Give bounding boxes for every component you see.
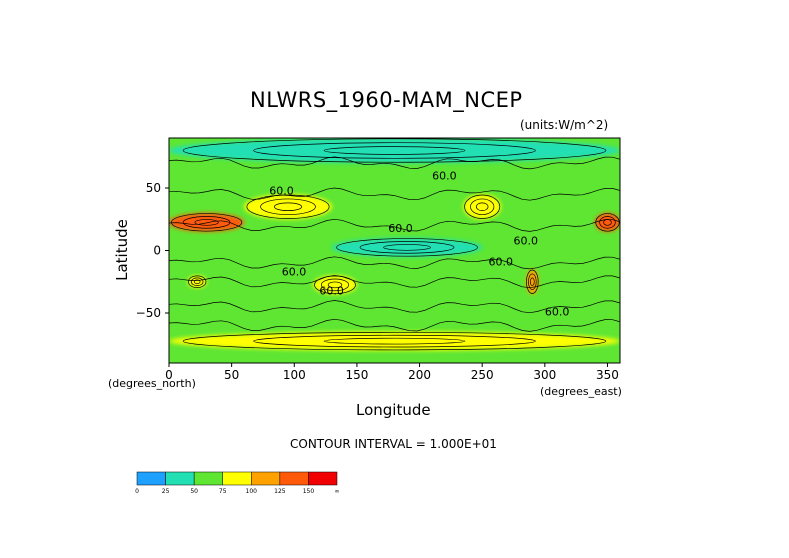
- x-tick-label: 150: [345, 368, 368, 382]
- colorbar-swatch: [165, 471, 195, 486]
- x-tick-label: 100: [283, 368, 306, 382]
- contour-line: [170, 213, 243, 232]
- contour-line: [383, 244, 431, 251]
- contour-line: [193, 279, 201, 285]
- contour-line: [169, 318, 620, 332]
- contour-line: [327, 281, 343, 289]
- contour-labels: 60.060.060.060.060.060.060.060.0: [269, 169, 569, 318]
- y-tick-label: −50: [136, 306, 161, 320]
- contour-line: [260, 198, 316, 215]
- contour-line: [169, 256, 620, 270]
- contour-label: 60.0: [545, 306, 570, 319]
- feature-region: [594, 213, 620, 232]
- colorbar: 0 25 50 75 100 125 150 ∞: [135, 471, 340, 495]
- contour-line: [188, 275, 207, 288]
- contour-line: [194, 219, 219, 226]
- contour-line: [526, 269, 539, 294]
- contour-label: 60.0: [432, 169, 457, 182]
- feature-region: [526, 269, 539, 295]
- contour-line: [464, 194, 501, 219]
- contour-label: 60.0: [388, 222, 413, 235]
- feature-region: [313, 275, 357, 295]
- x-tick-label: 300: [533, 368, 556, 382]
- contour-line: [246, 194, 330, 219]
- colorbar-swatch: [251, 471, 281, 486]
- contour-line: [323, 337, 466, 345]
- axes-layer: 0 50 100 150 200 250 300 350 −50 0 50: [136, 181, 619, 382]
- features-layer: [169, 138, 620, 351]
- contour-line: [182, 138, 607, 163]
- contour-line: [599, 216, 616, 229]
- feature-region: [187, 275, 207, 288]
- colorbar-label: 0: [135, 488, 139, 495]
- colorbar-swatch: [136, 471, 166, 486]
- x-tick-label: 200: [408, 368, 431, 382]
- contour-line: [253, 334, 536, 348]
- colorbar-label: 50: [190, 488, 198, 495]
- contour-line: [336, 238, 478, 257]
- colorbar-label: ∞: [335, 488, 340, 495]
- colorbar-label: 150: [303, 488, 315, 495]
- contour-lines: [169, 138, 620, 351]
- x-tick-label: 50: [224, 368, 239, 382]
- y-tick-label: 50: [146, 181, 161, 195]
- contour-interval-note: CONTOUR INTERVAL = 1.000E+01: [290, 437, 497, 451]
- contour-line: [475, 202, 489, 212]
- contour-label: 60.0: [514, 234, 539, 247]
- contour-line: [273, 202, 303, 212]
- contour-line: [169, 218, 620, 232]
- x-tick-label: 0: [165, 368, 173, 382]
- contour-line: [320, 278, 350, 292]
- contour-line: [169, 300, 620, 314]
- colorbar-swatch: [193, 471, 223, 486]
- feature-region: [331, 238, 483, 257]
- contour-label: 60.0: [319, 284, 344, 297]
- colorbar-swatch: [279, 471, 309, 486]
- feature-region: [169, 213, 245, 232]
- x-axis-label: Longitude: [356, 401, 431, 419]
- x-unit-label-east: (degrees_east): [540, 385, 622, 398]
- contour-line: [359, 241, 455, 254]
- contour-line: [529, 277, 535, 287]
- contour-line: [314, 275, 356, 295]
- colorbar-label: 75: [219, 488, 227, 495]
- colorbar-label: 100: [246, 488, 258, 495]
- contour-line: [470, 198, 495, 215]
- feature-region: [169, 138, 620, 163]
- chart-title: NLWRS_1960-MAM_NCEP: [250, 88, 523, 112]
- contour-line: [169, 275, 620, 289]
- contour-line: [323, 146, 466, 155]
- contour-line: [182, 331, 607, 351]
- contour-line: [253, 142, 536, 159]
- contour-line: [190, 277, 204, 287]
- units-label: (units:W/m^2): [520, 118, 609, 132]
- contour-line: [169, 156, 620, 170]
- x-unit-label: (degrees_north): [108, 377, 196, 390]
- feature-region: [244, 194, 332, 220]
- colorbar-label: 125: [274, 488, 286, 495]
- contour-label: 60.0: [269, 184, 294, 197]
- x-tick-label: 250: [471, 368, 494, 382]
- feature-region: [169, 331, 620, 351]
- feature-region: [463, 194, 501, 220]
- x-tick-label: 350: [596, 368, 619, 382]
- colorbar-swatch: [308, 471, 338, 486]
- y-tick-label: 0: [153, 244, 161, 258]
- contour-line: [528, 273, 537, 290]
- contour-label: 60.0: [282, 266, 307, 279]
- colorbar-swatch: [222, 471, 252, 486]
- colorbar-label: 25: [162, 488, 170, 495]
- contour-line: [169, 187, 620, 201]
- contour-label: 60.0: [488, 256, 513, 269]
